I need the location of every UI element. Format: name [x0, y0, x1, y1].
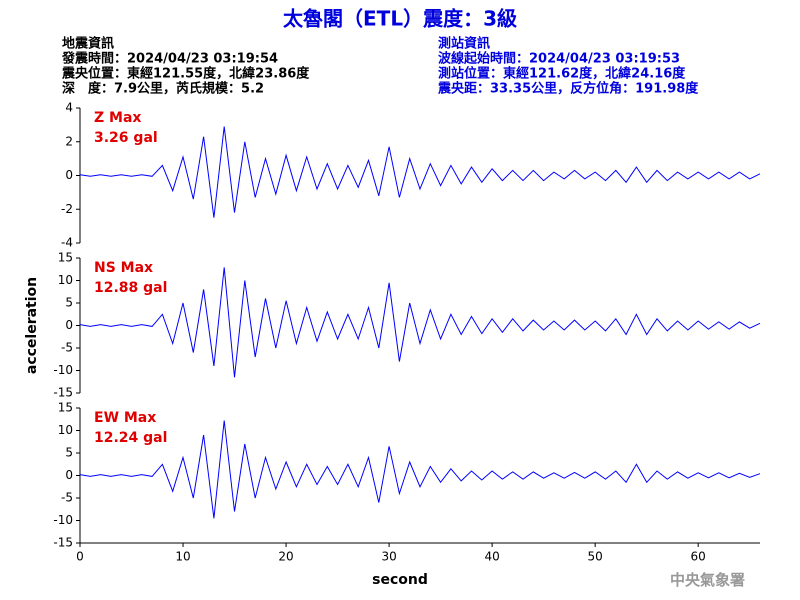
- info-line: 測站資訊: [438, 36, 490, 52]
- x-tick-label: 0: [76, 550, 84, 564]
- info-line: 震央距：33.35公里，反方位角：191.98度: [437, 81, 699, 97]
- x-tick-label: 10: [175, 550, 190, 564]
- y-tick-label: -4: [61, 236, 73, 250]
- waveform: [79, 267, 761, 378]
- y-tick-label: 5: [65, 446, 73, 460]
- y-tick-label: -5: [61, 341, 73, 355]
- info-line: 地震資訊: [62, 36, 114, 52]
- annotation: 12.88 gal: [94, 280, 167, 296]
- x-tick-label: 40: [484, 550, 499, 564]
- y-axis-label: acceleration: [24, 277, 40, 374]
- x-tick-label: 50: [588, 550, 603, 564]
- y-tick-label: -15: [53, 386, 73, 400]
- info-line: 波線起始時間：2024/04/23 03:19:53: [438, 51, 680, 67]
- annotation: NS Max: [94, 260, 153, 276]
- info-line: 發震時間：2024/04/23 03:19:54: [61, 51, 278, 67]
- annotation: 12.24 gal: [94, 430, 167, 446]
- y-tick-label: 0: [65, 468, 73, 482]
- info-line: 測站位置：東經121.62度，北緯24.16度: [438, 66, 686, 82]
- waveform: [79, 420, 761, 519]
- waveform: [79, 126, 761, 218]
- chart-title: 太魯閣（ETL）震度：3級: [283, 7, 517, 31]
- info-line: 深 度：7.9公里，芮氏規模：5.2: [62, 81, 264, 97]
- y-tick-label: 0: [65, 168, 73, 182]
- x-tick-label: 60: [691, 550, 706, 564]
- y-tick-label: -15: [53, 536, 73, 550]
- y-tick-label: 0: [65, 318, 73, 332]
- annotation: Z Max: [94, 110, 141, 126]
- footer: 中央氣象署: [670, 571, 745, 589]
- y-tick-label: -5: [61, 491, 73, 505]
- y-tick-label: 5: [65, 296, 73, 310]
- y-tick-label: 10: [58, 273, 73, 287]
- y-tick-label: 15: [58, 401, 73, 415]
- y-tick-label: 10: [58, 423, 73, 437]
- info-line: 震央位置：東經121.55度，北緯23.86度: [61, 66, 310, 82]
- y-tick-label: -2: [61, 202, 73, 216]
- x-tick-label: 30: [381, 550, 396, 564]
- annotation: 3.26 gal: [94, 130, 158, 146]
- x-tick-label: 20: [278, 550, 293, 564]
- annotation: EW Max: [94, 410, 156, 426]
- y-tick-label: 15: [58, 251, 73, 265]
- y-tick-label: -10: [53, 363, 73, 377]
- x-axis-label: second: [372, 572, 428, 588]
- y-tick-label: 4: [65, 101, 73, 115]
- y-tick-label: -10: [53, 513, 73, 527]
- y-tick-label: 2: [65, 134, 73, 148]
